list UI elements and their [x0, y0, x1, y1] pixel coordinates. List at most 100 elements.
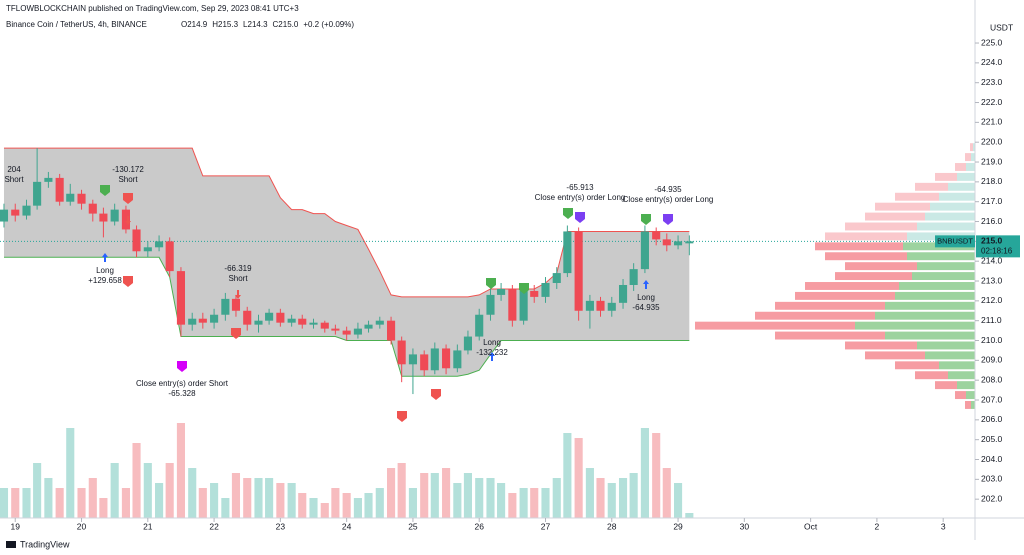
candle-body — [486, 294, 495, 315]
volume-bar — [640, 428, 649, 518]
annotation: 204 — [7, 165, 21, 174]
volume-bar — [508, 493, 517, 518]
signal-arrow — [489, 352, 495, 361]
volume-bar — [519, 488, 528, 518]
volume-bar — [331, 488, 340, 518]
candle-body — [143, 247, 152, 252]
volume-bar — [121, 488, 130, 518]
volume-bar — [88, 478, 97, 518]
signal-tag — [123, 193, 133, 204]
candle-body — [408, 354, 417, 365]
y-tick-label: 216.0 — [981, 216, 1003, 226]
y-tick-label: 211.0 — [981, 315, 1002, 325]
volume-bar — [685, 513, 694, 518]
volume-bar — [618, 478, 628, 518]
volume-bar — [11, 488, 20, 518]
volume-bar — [298, 493, 307, 518]
profile-up — [917, 222, 975, 231]
volume-bar — [607, 483, 616, 518]
candle-body — [320, 322, 329, 329]
x-tick-label: 27 — [541, 521, 551, 531]
volume-bar — [320, 503, 329, 518]
candle-body — [430, 348, 439, 371]
volume-bar — [110, 463, 119, 518]
x-tick-label: 23 — [276, 521, 286, 531]
profile-up — [912, 272, 975, 281]
price-tag-label: 215.0 — [981, 236, 1003, 246]
profile-down — [825, 232, 907, 241]
annotation: -65.913 — [566, 183, 594, 192]
profile-down — [935, 172, 957, 181]
volume-bar — [530, 488, 539, 518]
x-tick-label: 28 — [607, 521, 617, 531]
candle-body — [276, 312, 285, 323]
candle-body — [563, 231, 572, 274]
ohlc-value: +0.2 (+0.09%) — [303, 20, 354, 29]
y-tick-label: 222.0 — [981, 97, 1003, 107]
profile-up — [917, 262, 975, 271]
candle-body — [453, 350, 462, 369]
signal-tag — [100, 185, 110, 196]
x-tick-label: 19 — [11, 521, 21, 531]
volume-bar — [408, 488, 417, 518]
plot-area: 204Short-130.172ShortLong+129.658-66.319… — [0, 143, 975, 518]
volume-bar — [287, 483, 296, 518]
candle-body — [475, 314, 484, 337]
x-tick-label: Oct — [804, 521, 818, 531]
ohlc-value: L214.3 — [243, 20, 268, 29]
volume-bar — [132, 443, 141, 518]
footer-logo: TradingView — [6, 539, 70, 549]
y-tick-label: 223.0 — [981, 77, 1003, 87]
candle-body — [519, 290, 528, 321]
profile-up — [899, 282, 975, 290]
volume-bar — [652, 433, 661, 518]
ohlc-value: O214.9 — [181, 20, 208, 29]
profile-down — [835, 272, 912, 281]
candle-body — [44, 177, 53, 182]
volume-bar — [463, 473, 473, 518]
profile-down — [755, 311, 875, 320]
candle-body — [541, 283, 550, 297]
profile-up — [917, 341, 975, 350]
annotation: +129.658 — [88, 276, 122, 285]
volume-bar — [254, 478, 263, 518]
annotation: -65.328 — [168, 389, 196, 398]
candle-body — [530, 290, 539, 297]
x-tick-label: 25 — [408, 521, 418, 531]
y-tick-label: 207.0 — [981, 394, 1003, 404]
x-tick-label: 20 — [77, 521, 87, 531]
profile-down — [845, 341, 917, 350]
volume-bar — [442, 468, 451, 518]
annotation: Close entry(s) order Long — [623, 195, 714, 204]
candle-body — [342, 330, 351, 335]
logo-mark — [6, 541, 16, 548]
profile-down — [955, 163, 966, 171]
candle-body — [243, 310, 252, 325]
signal-tag — [575, 212, 585, 223]
volume-bar — [22, 488, 31, 518]
y-tick-label: 217.0 — [981, 196, 1003, 206]
volume-bar — [55, 488, 64, 518]
candle-body — [165, 241, 174, 272]
signal-arrow — [643, 280, 649, 289]
profile-down — [825, 252, 907, 261]
profile-up — [907, 252, 975, 261]
y-tick-label: 209.0 — [981, 355, 1003, 365]
volume-bar — [375, 488, 384, 518]
profile-down — [915, 182, 948, 191]
volume-bar — [309, 498, 318, 518]
volume-bar — [585, 468, 594, 518]
ohlc-value: C215.0 — [273, 20, 299, 29]
volume-bar — [552, 478, 561, 518]
volume-bar — [497, 483, 506, 518]
candle-body — [77, 193, 86, 204]
profile-down — [695, 321, 855, 330]
y-tick-label: 218.0 — [981, 176, 1003, 186]
profile-up — [855, 321, 975, 330]
candle-body — [298, 318, 307, 325]
annotation: Long — [637, 293, 655, 302]
candle-body — [99, 213, 108, 222]
footer-brand: TradingView — [20, 539, 70, 549]
profile-up — [925, 212, 975, 221]
volume-bar — [188, 468, 197, 518]
